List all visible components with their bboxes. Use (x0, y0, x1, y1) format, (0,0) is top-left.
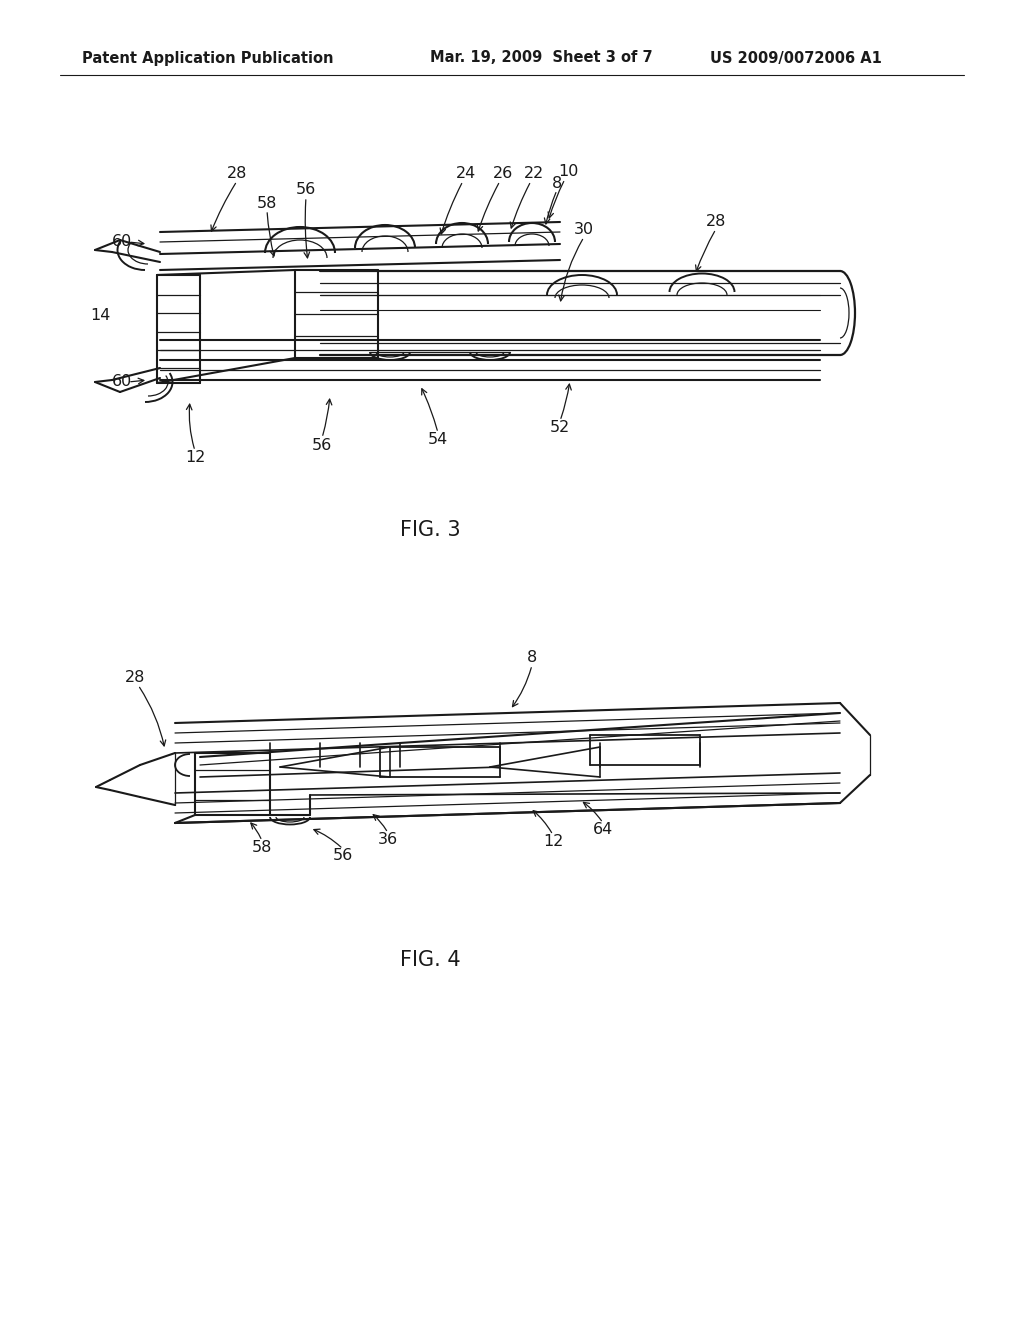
Text: 56: 56 (312, 437, 332, 453)
Text: 64: 64 (593, 822, 613, 837)
Text: Patent Application Publication: Patent Application Publication (82, 50, 334, 66)
Text: 12: 12 (184, 450, 205, 466)
Text: 22: 22 (524, 166, 544, 181)
Text: 58: 58 (257, 195, 278, 210)
Text: 24: 24 (456, 166, 476, 181)
Text: FIG. 4: FIG. 4 (399, 950, 461, 970)
Text: FIG. 3: FIG. 3 (399, 520, 461, 540)
Text: 28: 28 (226, 166, 247, 181)
Text: 52: 52 (550, 421, 570, 436)
Text: 36: 36 (378, 833, 398, 847)
Text: 8: 8 (552, 176, 562, 190)
Text: 8: 8 (527, 651, 538, 665)
Text: 26: 26 (493, 166, 513, 181)
Text: US 2009/0072006 A1: US 2009/0072006 A1 (710, 50, 882, 66)
Text: 60: 60 (112, 235, 132, 249)
Text: Mar. 19, 2009  Sheet 3 of 7: Mar. 19, 2009 Sheet 3 of 7 (430, 50, 652, 66)
Text: 56: 56 (333, 849, 353, 863)
Text: 30: 30 (573, 223, 594, 238)
Text: 28: 28 (125, 671, 145, 685)
Text: 54: 54 (428, 433, 449, 447)
Text: 10: 10 (558, 165, 579, 180)
Text: 60: 60 (112, 375, 132, 389)
Text: 58: 58 (252, 841, 272, 855)
Text: 14: 14 (90, 308, 111, 322)
Text: 12: 12 (543, 834, 563, 850)
Text: 56: 56 (296, 182, 316, 198)
Text: 28: 28 (706, 214, 726, 230)
